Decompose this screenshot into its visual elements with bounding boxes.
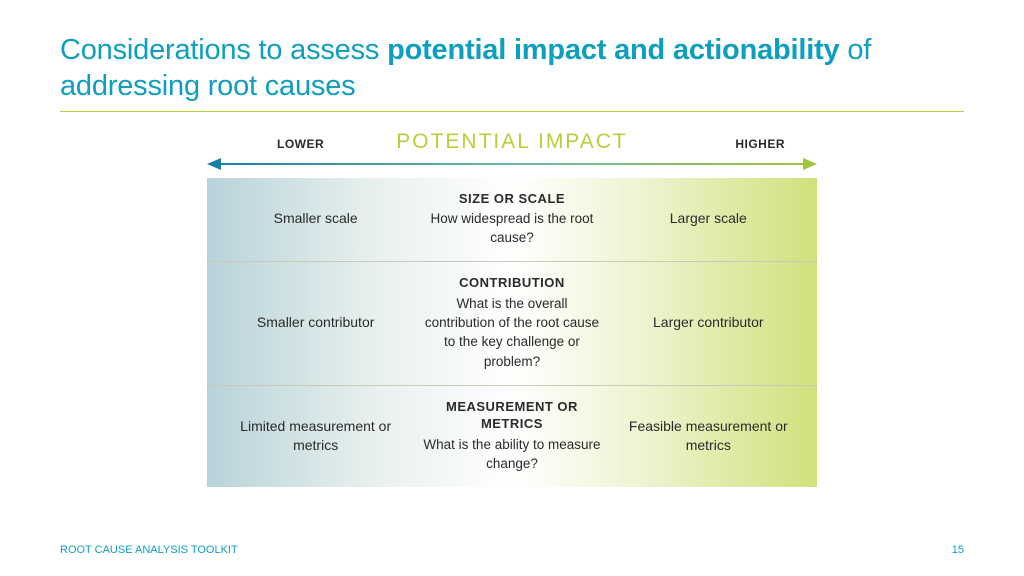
slide: Considerations to assess potential impac… <box>0 0 1024 576</box>
band-desc: What is the ability to measure change? <box>423 437 600 471</box>
impact-band: Smaller contributor CONTRIBUTION What is t… <box>207 262 817 384</box>
axis-arrow <box>207 160 817 168</box>
footer: ROOT CAUSE ANALYSIS TOOLKIT 15 <box>60 544 964 556</box>
band-center: CONTRIBUTION What is the overall contribu… <box>410 274 613 370</box>
page-title: Considerations to assess potential impac… <box>60 32 964 105</box>
axis-label-higher: HIGHER <box>735 137 785 151</box>
band-left: Smaller scale <box>207 209 410 228</box>
title-bold: potential impact and actionability <box>387 34 839 66</box>
title-rule <box>60 111 964 112</box>
band-desc: How widespread is the root cause? <box>431 211 594 245</box>
band-right: Larger scale <box>614 209 817 228</box>
impact-band: Smaller scale SIZE OR SCALE How widespread… <box>207 178 817 262</box>
footer-left: ROOT CAUSE ANALYSIS TOOLKIT <box>60 544 238 556</box>
band-heading: CONTRIBUTION <box>422 274 601 292</box>
impact-diagram: LOWER POTENTIAL IMPACT HIGHER Smaller sc… <box>207 134 817 488</box>
band-left: Smaller contributor <box>207 313 410 332</box>
page-number: 15 <box>952 544 964 556</box>
band-center: SIZE OR SCALE How widespread is the root … <box>410 190 613 248</box>
band-center: MEASUREMENT OR METRICS What is the abilit… <box>410 398 613 474</box>
axis-title: POTENTIAL IMPACT <box>396 130 628 154</box>
band-right: Larger contributor <box>614 313 817 332</box>
impact-band: Limited measurement or metricsMEASUREMEN… <box>207 386 817 488</box>
arrow-right-icon <box>803 158 817 170</box>
band-heading: MEASUREMENT OR METRICS <box>422 398 601 433</box>
band-left: Limited measurement or metrics <box>207 417 410 455</box>
band-right: Feasible measurement or metrics <box>614 417 817 455</box>
title-pre: Considerations to assess <box>60 34 387 66</box>
axis-row: LOWER POTENTIAL IMPACT HIGHER <box>207 134 817 172</box>
axis-label-lower: LOWER <box>277 137 324 151</box>
band-heading: SIZE OR SCALE <box>422 190 601 208</box>
band-desc: What is the overall contribution of the … <box>425 296 599 369</box>
axis-line <box>217 163 807 165</box>
